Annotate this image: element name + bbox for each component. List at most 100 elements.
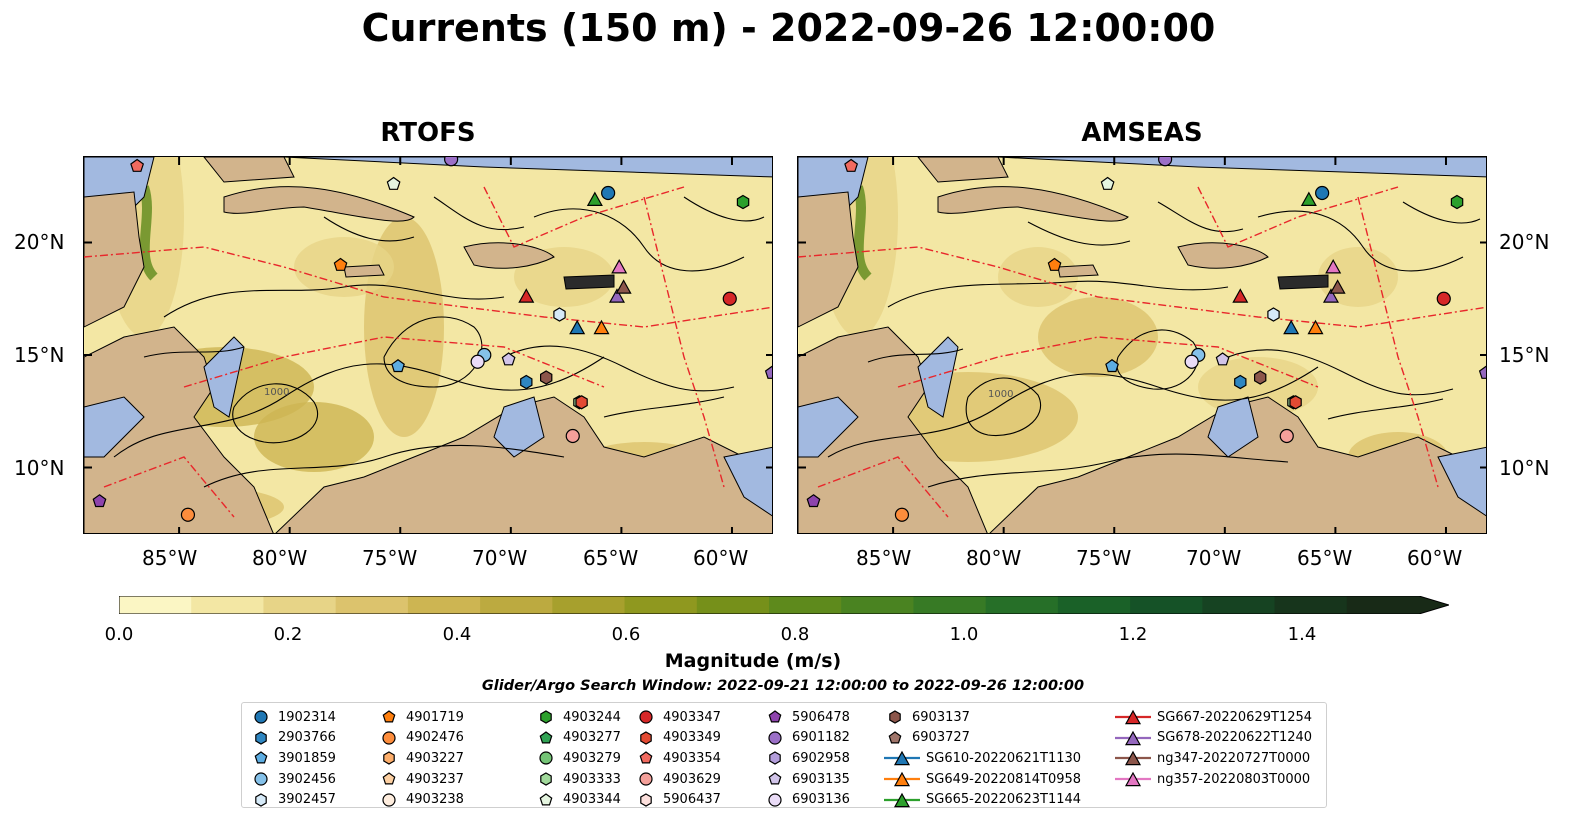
legend-circle[interactable] <box>382 731 396 745</box>
platform-marker-4903349[interactable] <box>1289 395 1302 410</box>
legend-pentagon[interactable] <box>539 731 553 744</box>
orinoco-delta-water <box>723 446 772 517</box>
platform-marker-6903137[interactable] <box>540 370 553 385</box>
legend-hexagon[interactable] <box>540 772 552 786</box>
legend-circle[interactable] <box>768 731 782 745</box>
legend-circle[interactable] <box>768 793 782 807</box>
platform-marker-6903135[interactable] <box>501 352 516 366</box>
legend-hexagon[interactable] <box>769 751 781 766</box>
legend-entry: 4903333 <box>535 769 621 790</box>
platform-marker-4903244[interactable] <box>736 194 750 210</box>
legend-column: 4903244 4903277 4903279 4903333 4903344 <box>535 707 621 810</box>
platform-marker-4902476[interactable] <box>894 507 910 522</box>
legend-pentagon[interactable] <box>888 731 902 744</box>
platform-marker-6903727[interactable] <box>1478 365 1487 379</box>
legend-pentagon[interactable] <box>768 710 782 723</box>
platform-marker-4903347[interactable] <box>1436 291 1451 306</box>
platform-marker-6903137[interactable] <box>1254 370 1267 385</box>
platform-marker-5906478[interactable] <box>806 494 821 508</box>
platform-marker-SG678-20220622T1240[interactable] <box>608 288 626 303</box>
legend-circle[interactable] <box>639 772 653 786</box>
platform-marker-6901182[interactable] <box>444 157 459 167</box>
platform-marker-4903347[interactable] <box>722 291 737 306</box>
platform-marker-SG665-20220623T1144[interactable] <box>1300 191 1317 206</box>
legend-triangle[interactable] <box>893 771 911 787</box>
platform-marker-1902314[interactable] <box>601 185 616 201</box>
legend-triangle[interactable] <box>1124 710 1142 725</box>
legend-pentagon[interactable] <box>639 751 653 764</box>
legend-circle[interactable] <box>254 710 268 724</box>
legend-triangle[interactable] <box>1124 730 1142 746</box>
legend-hexagon[interactable] <box>640 792 652 807</box>
platform-marker-4903244[interactable] <box>1450 194 1464 210</box>
platform-marker-SG665-20220623T1144[interactable] <box>586 191 603 206</box>
platform-marker-4901719[interactable] <box>333 257 348 271</box>
legend-hexagon[interactable] <box>640 731 652 745</box>
platform-marker-SG667-20220629T1254[interactable] <box>518 288 535 303</box>
platform-marker-3901859[interactable] <box>391 359 405 373</box>
legend-hexagon[interactable] <box>540 710 552 724</box>
eez-boundary <box>817 456 949 518</box>
legend-circle[interactable] <box>639 710 653 724</box>
legend-hexagon[interactable] <box>889 710 901 724</box>
platform-marker-5906478[interactable] <box>92 494 107 508</box>
platform-marker-4903629[interactable] <box>565 428 580 444</box>
platform-marker-ng357-20220803T0000[interactable] <box>1325 259 1342 274</box>
amseas-map[interactable]: 1000 <box>797 156 1487 534</box>
legend-pentagon[interactable] <box>382 772 396 785</box>
lon-label-65w-amseas: 65°W <box>1297 546 1353 570</box>
platform-marker-3902457[interactable] <box>553 307 566 322</box>
platform-marker-4903344[interactable] <box>1100 176 1115 190</box>
legend-entry: 4903354 <box>635 748 721 769</box>
platform-marker-4903344[interactable] <box>386 176 401 190</box>
platform-marker-6903727[interactable] <box>764 365 773 379</box>
platform-marker-6903136[interactable] <box>470 354 485 369</box>
platform-marker-SG610-20220621T1130[interactable] <box>1283 319 1300 335</box>
platform-marker-ng347-20220727T0000[interactable] <box>1329 279 1346 294</box>
legend-hexagon[interactable] <box>255 792 267 807</box>
colorbar-swatch <box>913 596 987 614</box>
platform-marker-4903354[interactable] <box>130 158 145 172</box>
legend-pentagon[interactable] <box>382 710 396 723</box>
platform-marker-4903354[interactable] <box>844 158 859 172</box>
legend-triangle[interactable] <box>1124 751 1142 766</box>
legend-column: 4903347 4903349 4903354 4903629 5906437 <box>635 707 721 810</box>
legend-circle[interactable] <box>539 751 553 766</box>
legend-label: 4903238 <box>406 792 464 808</box>
legend-pentagon[interactable] <box>539 792 553 806</box>
legend-circle[interactable] <box>254 772 268 786</box>
platform-marker-4901719[interactable] <box>1047 257 1062 271</box>
platform-marker-3901859[interactable] <box>1105 359 1119 373</box>
platform-marker-SG667-20220629T1254[interactable] <box>1232 288 1249 303</box>
platform-marker-SG649-20220814T0958[interactable] <box>593 319 610 335</box>
platform-marker-ng357-20220803T0000[interactable] <box>611 259 628 274</box>
platform-marker-4903349[interactable] <box>575 395 588 410</box>
platform-marker-6901182[interactable] <box>1158 157 1173 167</box>
platform-marker-6903136[interactable] <box>1184 354 1199 369</box>
legend-triangle[interactable] <box>893 751 911 766</box>
platform-marker-ng347-20220727T0000[interactable] <box>615 279 632 294</box>
legend-circle[interactable] <box>382 793 396 807</box>
platform-marker-SG610-20220621T1130[interactable] <box>569 319 586 335</box>
colorbar-swatch <box>1057 596 1131 614</box>
platform-marker-6903135[interactable] <box>1215 352 1230 366</box>
platform-marker-2903766[interactable] <box>1234 374 1247 390</box>
cbar-tick-2: 0.4 <box>442 624 472 645</box>
legend-pentagon[interactable] <box>768 772 782 785</box>
colorbar-swatch <box>191 596 264 614</box>
legend-triangle[interactable] <box>1124 771 1142 787</box>
legend-pentagon[interactable] <box>254 751 268 764</box>
platform-marker-SG649-20220814T0958[interactable] <box>1307 319 1324 335</box>
platform-marker-4902476[interactable] <box>180 507 196 522</box>
legend-entry: 6903136 <box>764 789 850 810</box>
legend-hexagon[interactable] <box>255 731 267 745</box>
platform-marker-3902457[interactable] <box>1267 307 1280 322</box>
platform-marker-2903766[interactable] <box>520 374 533 390</box>
legend-triangle[interactable] <box>893 792 911 807</box>
platform-marker-4903629[interactable] <box>1279 428 1294 444</box>
colorbar-swatch <box>696 596 770 614</box>
legend-hexagon[interactable] <box>383 751 395 766</box>
rtofs-map[interactable]: 1000 <box>83 156 773 534</box>
platform-marker-SG678-20220622T1240[interactable] <box>1322 288 1340 303</box>
platform-marker-1902314[interactable] <box>1315 185 1330 201</box>
